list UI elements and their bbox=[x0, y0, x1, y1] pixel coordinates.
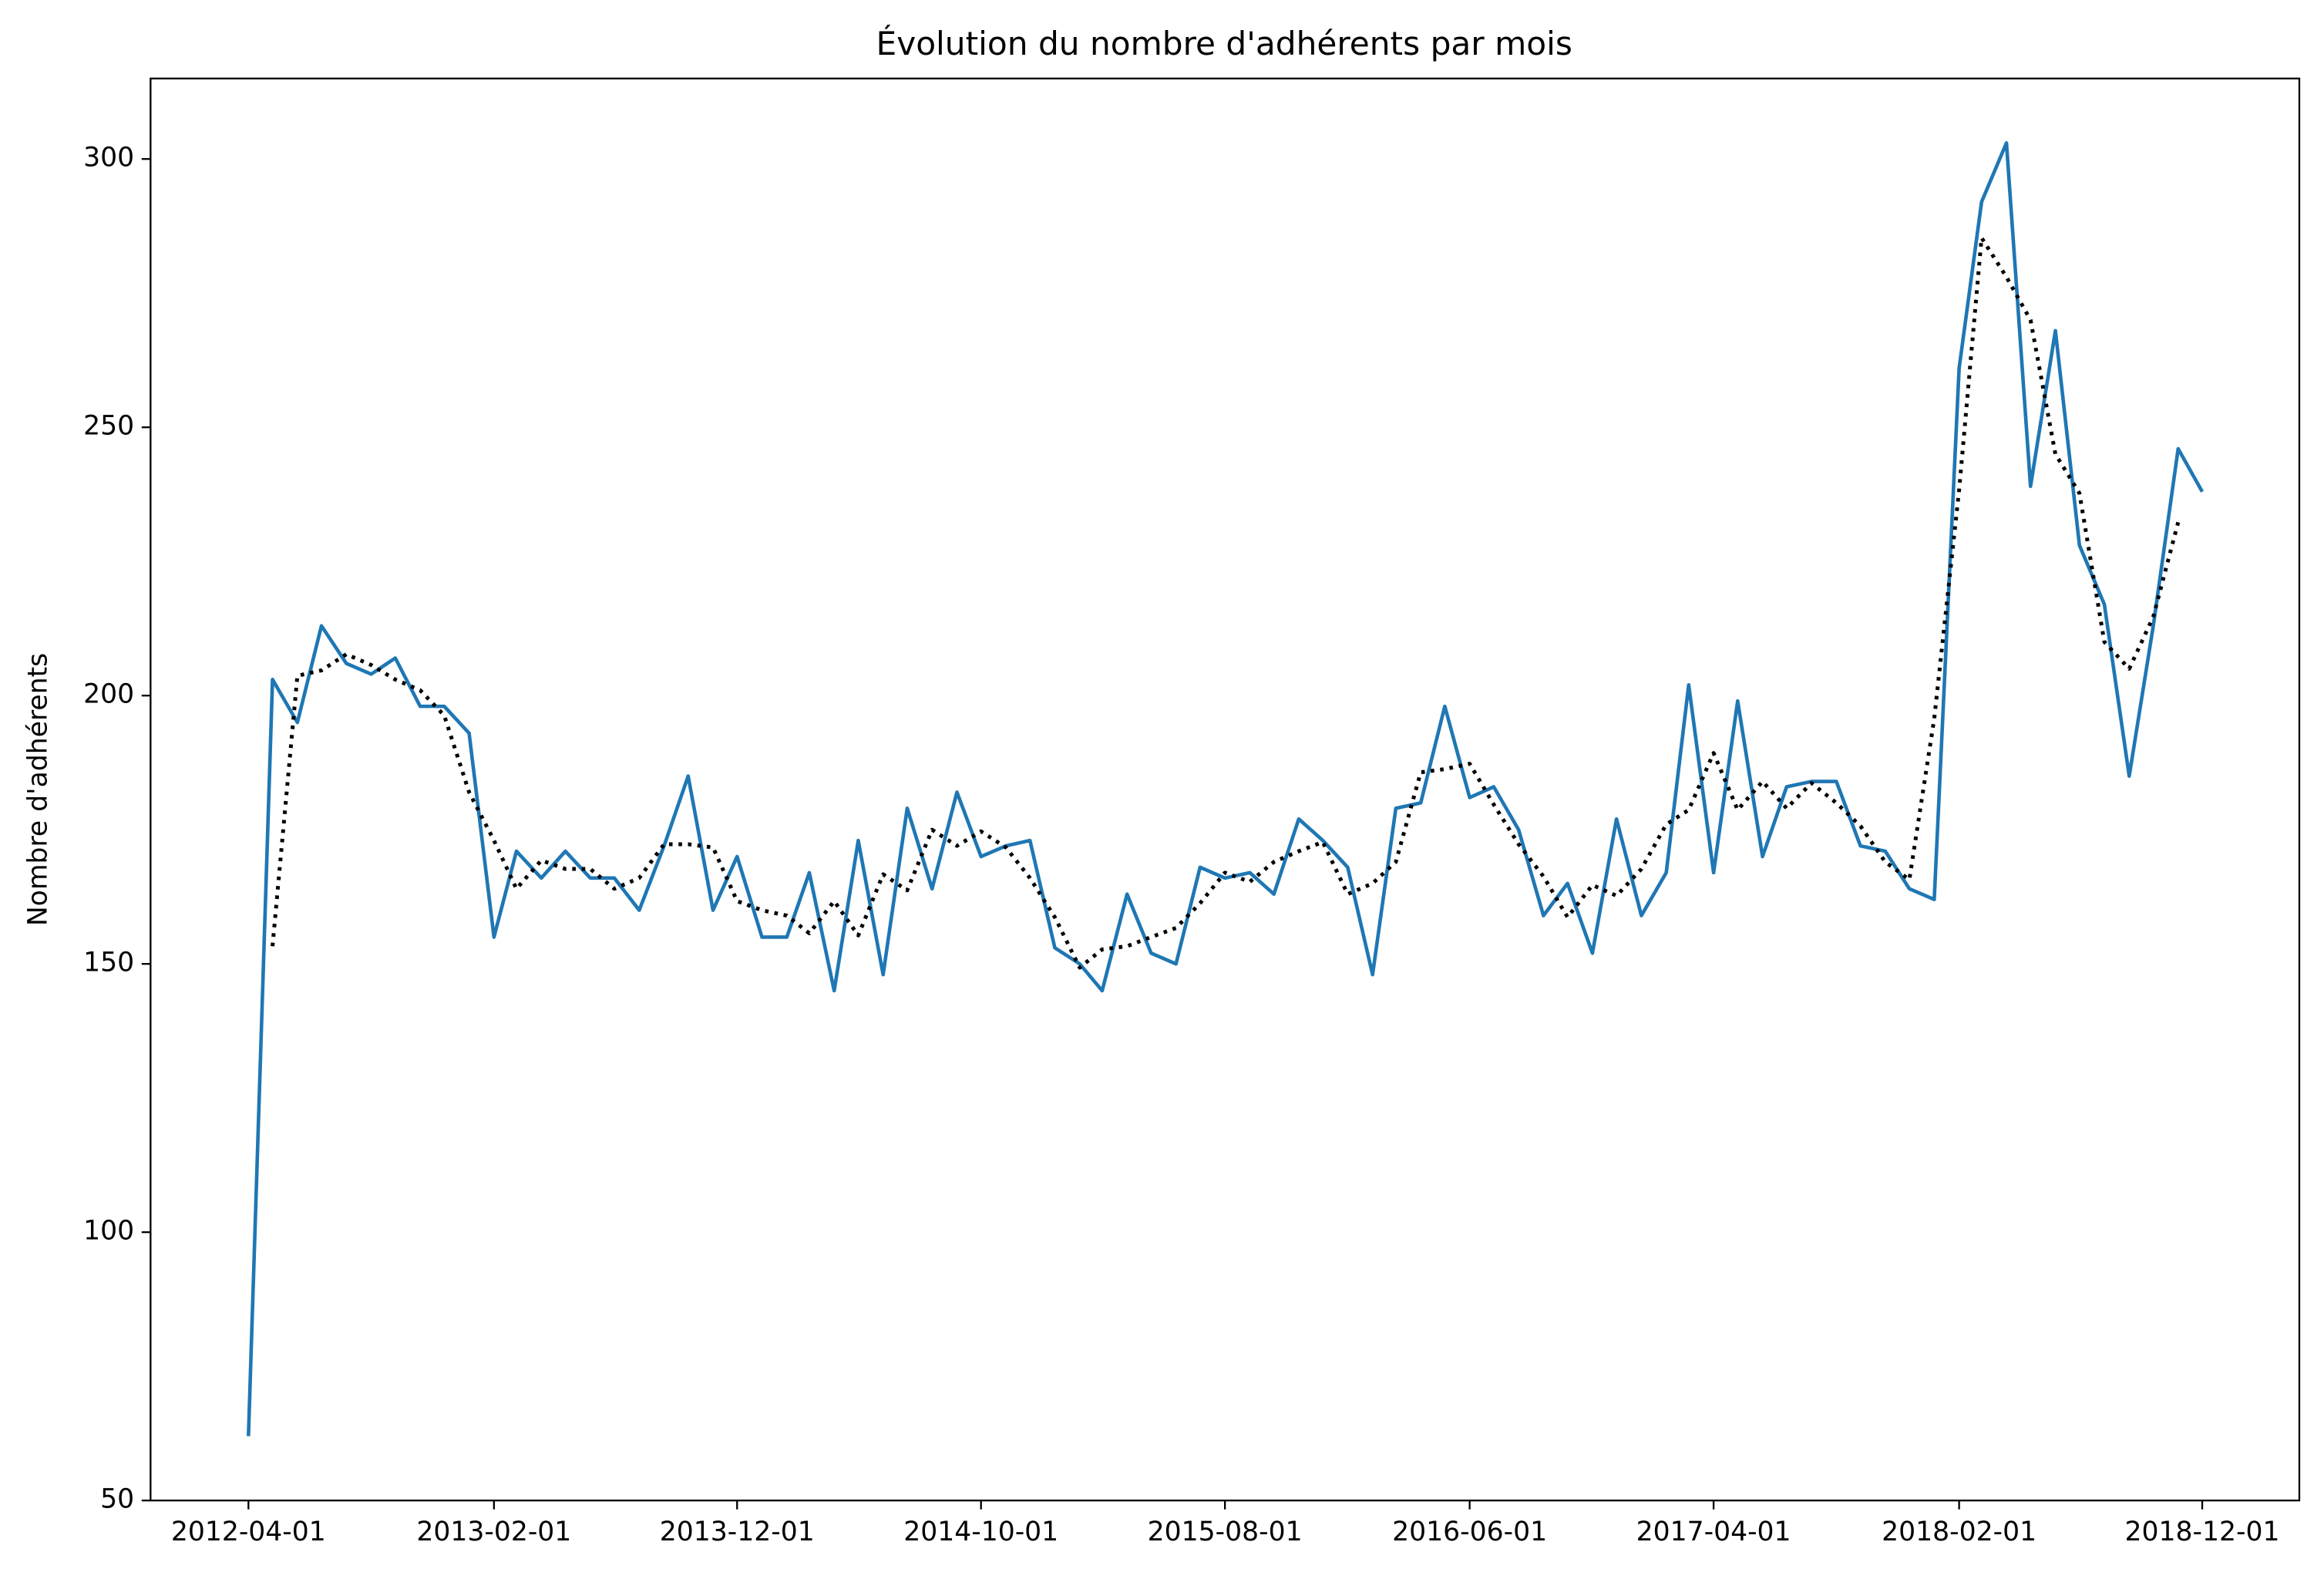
y-tick-label: 200 bbox=[83, 679, 134, 710]
series-line bbox=[271, 236, 2181, 970]
x-tick-label: 2018-02-01 bbox=[1882, 1517, 2036, 1547]
x-tick-label: 2017-04-01 bbox=[1636, 1517, 1791, 1547]
x-tick-label: 2016-06-01 bbox=[1392, 1517, 1547, 1547]
x-tick-label: 2013-02-01 bbox=[416, 1517, 571, 1547]
x-tick-label: 2015-08-01 bbox=[1148, 1517, 1303, 1547]
y-tick-label: 150 bbox=[83, 948, 134, 978]
y-tick-label: 100 bbox=[83, 1216, 134, 1247]
x-tick-label: 2014-10-01 bbox=[903, 1517, 1058, 1547]
y-tick-label: 250 bbox=[83, 411, 134, 442]
y-tick-label: 50 bbox=[100, 1484, 134, 1515]
series-line bbox=[247, 141, 2205, 1436]
chart-title: Évolution du nombre d'adhérents par mois bbox=[876, 24, 1572, 62]
x-tick-label: 2018-12-01 bbox=[2125, 1517, 2280, 1547]
plot-frame bbox=[150, 77, 2301, 1502]
x-tick-label: 2013-12-01 bbox=[660, 1517, 815, 1547]
y-axis-label: Nombre d'adhérents bbox=[23, 653, 54, 926]
y-tick-label: 300 bbox=[83, 143, 134, 173]
x-tick-label: 2012-04-01 bbox=[171, 1517, 326, 1547]
